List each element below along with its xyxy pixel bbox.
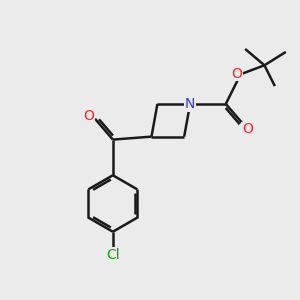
Text: N: N	[185, 97, 195, 111]
Text: Cl: Cl	[106, 248, 120, 262]
Text: O: O	[242, 122, 253, 136]
Text: O: O	[83, 110, 94, 123]
Text: O: O	[232, 67, 242, 81]
